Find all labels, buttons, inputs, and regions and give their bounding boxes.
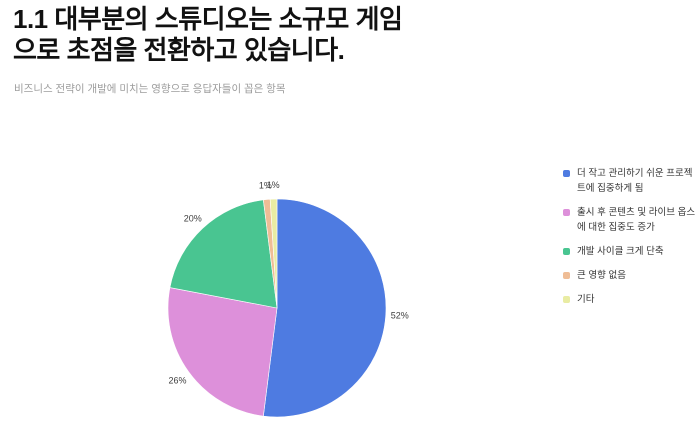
legend-label: 기타	[577, 294, 595, 305]
legend-swatch	[563, 296, 570, 303]
legend-label: 개발 사이클 크게 단축	[577, 246, 664, 257]
legend-item: 기타	[563, 292, 697, 307]
chart-subtitle: 비즈니스 전략이 개발에 미치는 영향으로 응답자들이 꼽은 항목	[14, 83, 286, 95]
legend-label: 큰 영향 없음	[577, 270, 626, 281]
legend-swatch	[563, 209, 570, 216]
slice-value-label: 1%	[267, 180, 280, 190]
legend-swatch	[563, 272, 570, 279]
slice-value-label: 52%	[391, 311, 409, 321]
pie-slices	[167, 198, 387, 418]
pie-slice[interactable]	[167, 287, 278, 417]
slice-value-label: 20%	[184, 213, 202, 223]
slice-value-label: 1%	[259, 181, 272, 191]
chart-title: 1.1 대부분의 스튜디오는 소규모 게임 으로 초점을 전환하고 있습니다.	[13, 4, 403, 66]
pie-slice[interactable]	[269, 198, 278, 309]
chart-title-line-2: 으로 초점을 전환하고 있습니다.	[13, 35, 345, 65]
legend-item: 큰 영향 없음	[563, 268, 697, 283]
legend-item: 출시 후 콘텐츠 및 라이브 옵스에 대한 집중도 증가	[563, 205, 697, 235]
legend-item: 더 작고 관리하기 쉬운 프로젝트에 집중하게 됨	[563, 166, 697, 196]
legend-item: 개발 사이클 크게 단축	[563, 244, 697, 259]
pie-slice[interactable]	[169, 199, 278, 309]
legend-swatch	[563, 248, 570, 255]
pie-slice[interactable]	[263, 198, 387, 418]
pie-value-labels: 52% 26% 20% 1%1%	[168, 180, 408, 385]
chart-title-line-1: 1.1 대부분의 스튜디오는 소규모 게임	[13, 4, 403, 34]
chart-legend: 더 작고 관리하기 쉬운 프로젝트에 집중하게 됨 출시 후 콘텐츠 및 라이브…	[563, 166, 697, 316]
legend-label: 더 작고 관리하기 쉬운 프로젝트에 집중하게 됨	[577, 168, 693, 194]
legend-label: 출시 후 콘텐츠 및 라이브 옵스에 대한 집중도 증가	[577, 207, 696, 233]
slice-value-label: 26%	[168, 375, 186, 385]
legend-swatch	[563, 170, 570, 177]
